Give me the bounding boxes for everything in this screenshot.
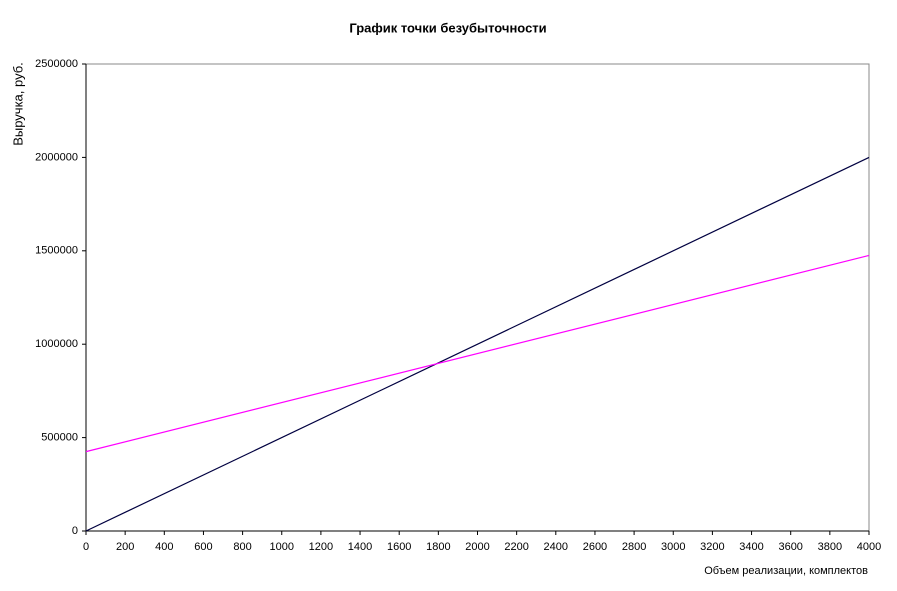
- y-tick-label: 1000000: [35, 338, 78, 350]
- x-tick-label: 0: [83, 541, 89, 553]
- x-tick-label: 3600: [778, 541, 802, 553]
- y-tick-label: 1500000: [35, 245, 78, 257]
- x-tick-label: 1200: [309, 541, 333, 553]
- y-tick-label: 2000000: [35, 151, 78, 163]
- x-tick-label: 1800: [426, 541, 450, 553]
- y-tick-label: 0: [72, 525, 78, 537]
- chart-title: График точки безубыточности: [349, 20, 546, 35]
- x-tick-label: 4000: [857, 541, 881, 553]
- x-tick-label: 2800: [622, 541, 646, 553]
- x-tick-label: 200: [116, 541, 134, 553]
- x-tick-label: 3200: [700, 541, 724, 553]
- y-axis-label: Выручка, руб.: [10, 62, 25, 146]
- x-tick-label: 400: [155, 541, 173, 553]
- x-tick-label: 1600: [387, 541, 411, 553]
- x-tick-label: 3000: [661, 541, 685, 553]
- x-tick-label: 2000: [465, 541, 489, 553]
- x-tick-label: 600: [194, 541, 212, 553]
- x-tick-label: 2400: [544, 541, 568, 553]
- y-tick-label: 2500000: [35, 58, 78, 70]
- x-tick-label: 3800: [818, 541, 842, 553]
- y-tick-label: 500000: [41, 432, 78, 444]
- series-line: [85, 156, 870, 532]
- x-tick-label: 2200: [504, 541, 528, 553]
- x-tick-label: 2600: [583, 541, 607, 553]
- series-line: [85, 254, 870, 453]
- x-tick-label: 3400: [739, 541, 763, 553]
- x-tick-label: 800: [233, 541, 251, 553]
- x-axis-label: Объем реализации, комплектов: [704, 565, 868, 577]
- x-tick-label: 1000: [270, 541, 294, 553]
- x-tick-label: 1400: [348, 541, 372, 553]
